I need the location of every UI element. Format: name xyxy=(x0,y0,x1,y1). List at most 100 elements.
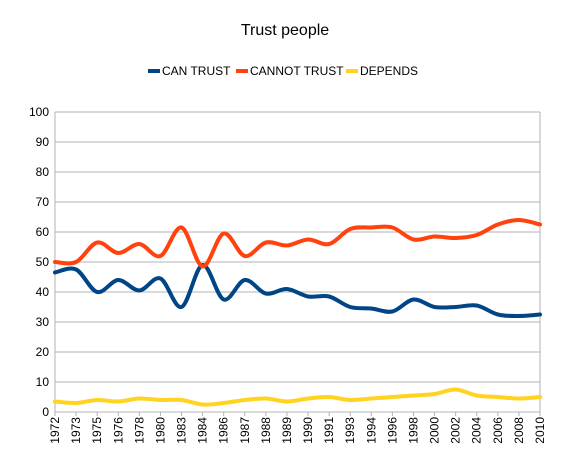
data-point-can-trust xyxy=(307,296,309,297)
data-point-depends xyxy=(75,402,77,404)
data-point-cannot-trust xyxy=(159,255,161,257)
data-point-can-trust xyxy=(265,293,267,294)
data-point-can-trust xyxy=(349,306,351,308)
data-point-depends xyxy=(434,393,436,395)
data-point-cannot-trust xyxy=(54,261,56,263)
data-point-can-trust xyxy=(223,299,225,300)
data-point-can-trust xyxy=(75,269,77,270)
x-tick-label: 1980 xyxy=(153,417,167,444)
grid xyxy=(55,111,540,413)
data-point-depends xyxy=(181,399,183,401)
data-point-cannot-trust xyxy=(244,255,246,257)
x-axis: 1972 1973 1975 1976 1978 1980 1983 1984 1986 1987… xyxy=(48,412,547,444)
x-tick-label: 2006 xyxy=(491,417,505,444)
legend-label-cannot-trust: CANNOT TRUST xyxy=(250,64,344,78)
data-point-can-trust xyxy=(391,311,393,312)
y-tick-label: 70 xyxy=(36,195,50,209)
data-point-depends xyxy=(223,402,225,404)
x-tick-label: 1989 xyxy=(280,417,294,444)
data-point-depends xyxy=(265,398,267,399)
data-point-cannot-trust xyxy=(370,227,372,228)
data-point-cannot-trust xyxy=(181,227,183,228)
x-tick-label: 1975 xyxy=(90,417,104,444)
data-point-cannot-trust xyxy=(265,242,267,243)
data-point-cannot-trust xyxy=(391,227,393,228)
data-point-depends xyxy=(455,389,457,390)
data-point-cannot-trust xyxy=(434,236,436,237)
data-point-depends xyxy=(518,398,520,399)
data-point-depends xyxy=(244,399,246,401)
data-point-cannot-trust xyxy=(455,237,457,239)
data-point-depends xyxy=(202,404,204,405)
x-tick-label: 1978 xyxy=(132,417,146,444)
legend: CAN TRUST CANNOT TRUST DEPENDS xyxy=(148,64,418,78)
data-point-cannot-trust xyxy=(412,239,414,240)
data-point-can-trust xyxy=(434,306,436,308)
x-tick-label: 1983 xyxy=(175,417,189,444)
data-point-can-trust xyxy=(181,306,183,308)
data-point-can-trust xyxy=(138,290,140,291)
y-tick-label: 40 xyxy=(36,285,50,299)
x-tick-label: 1972 xyxy=(48,417,62,444)
data-point-can-trust xyxy=(54,272,56,273)
series-line-depends xyxy=(53,387,542,407)
data-point-can-trust xyxy=(159,278,161,279)
series-line-cannot-trust xyxy=(53,218,542,269)
data-point-depends xyxy=(539,396,541,398)
x-tick-label: 2002 xyxy=(449,417,463,444)
data-point-depends xyxy=(497,396,499,398)
x-tick-label: 1996 xyxy=(385,417,399,444)
plot-area xyxy=(53,218,542,407)
legend-item-can-trust: CAN TRUST xyxy=(148,64,231,78)
y-tick-label: 80 xyxy=(36,165,50,179)
legend-label-depends: DEPENDS xyxy=(360,64,418,78)
data-point-depends xyxy=(391,396,393,398)
data-point-can-trust xyxy=(518,315,520,317)
data-point-depends xyxy=(54,401,56,402)
x-tick-label: 2010 xyxy=(533,417,547,444)
data-point-depends xyxy=(286,401,288,402)
data-point-can-trust xyxy=(96,291,98,293)
legend-item-cannot-trust: CANNOT TRUST xyxy=(236,64,344,78)
data-point-cannot-trust xyxy=(75,261,77,263)
data-point-cannot-trust xyxy=(497,224,499,225)
data-point-depends xyxy=(412,395,414,396)
data-point-can-trust xyxy=(497,314,499,315)
data-point-can-trust xyxy=(370,308,372,309)
x-tick-label: 2008 xyxy=(512,417,526,444)
chart-title: Trust people xyxy=(241,22,329,39)
x-tick-label: 1998 xyxy=(406,417,420,444)
data-point-can-trust xyxy=(455,306,457,308)
data-point-cannot-trust xyxy=(138,243,140,245)
data-point-cannot-trust xyxy=(539,224,541,225)
data-point-can-trust xyxy=(328,296,330,297)
series-line-can-trust xyxy=(53,263,542,319)
data-point-depends xyxy=(476,395,478,396)
x-tick-label: 1991 xyxy=(322,417,336,444)
data-point-depends xyxy=(138,398,140,399)
x-tick-label: 1986 xyxy=(217,417,231,444)
x-tick-label: 1976 xyxy=(111,417,125,444)
data-point-cannot-trust xyxy=(328,243,330,245)
x-tick-label: 2000 xyxy=(428,417,442,444)
data-point-depends xyxy=(96,399,98,401)
data-point-cannot-trust xyxy=(518,219,520,221)
legend-item-depends: DEPENDS xyxy=(346,64,418,78)
y-tick-label: 10 xyxy=(36,375,50,389)
y-tick-label: 0 xyxy=(42,405,49,419)
x-tick-label: 1994 xyxy=(364,417,378,444)
data-point-cannot-trust xyxy=(349,228,351,230)
data-point-can-trust xyxy=(244,279,246,281)
x-tick-label: 1993 xyxy=(343,417,357,444)
y-tick-label: 90 xyxy=(36,135,50,149)
data-point-cannot-trust xyxy=(117,252,119,254)
x-tick-label: 1987 xyxy=(238,417,252,444)
data-point-depends xyxy=(307,398,309,399)
data-point-cannot-trust xyxy=(223,233,225,234)
data-point-depends xyxy=(328,396,330,398)
data-point-depends xyxy=(370,398,372,399)
data-point-depends xyxy=(349,399,351,401)
data-point-can-trust xyxy=(539,314,541,315)
data-point-cannot-trust xyxy=(96,242,98,243)
